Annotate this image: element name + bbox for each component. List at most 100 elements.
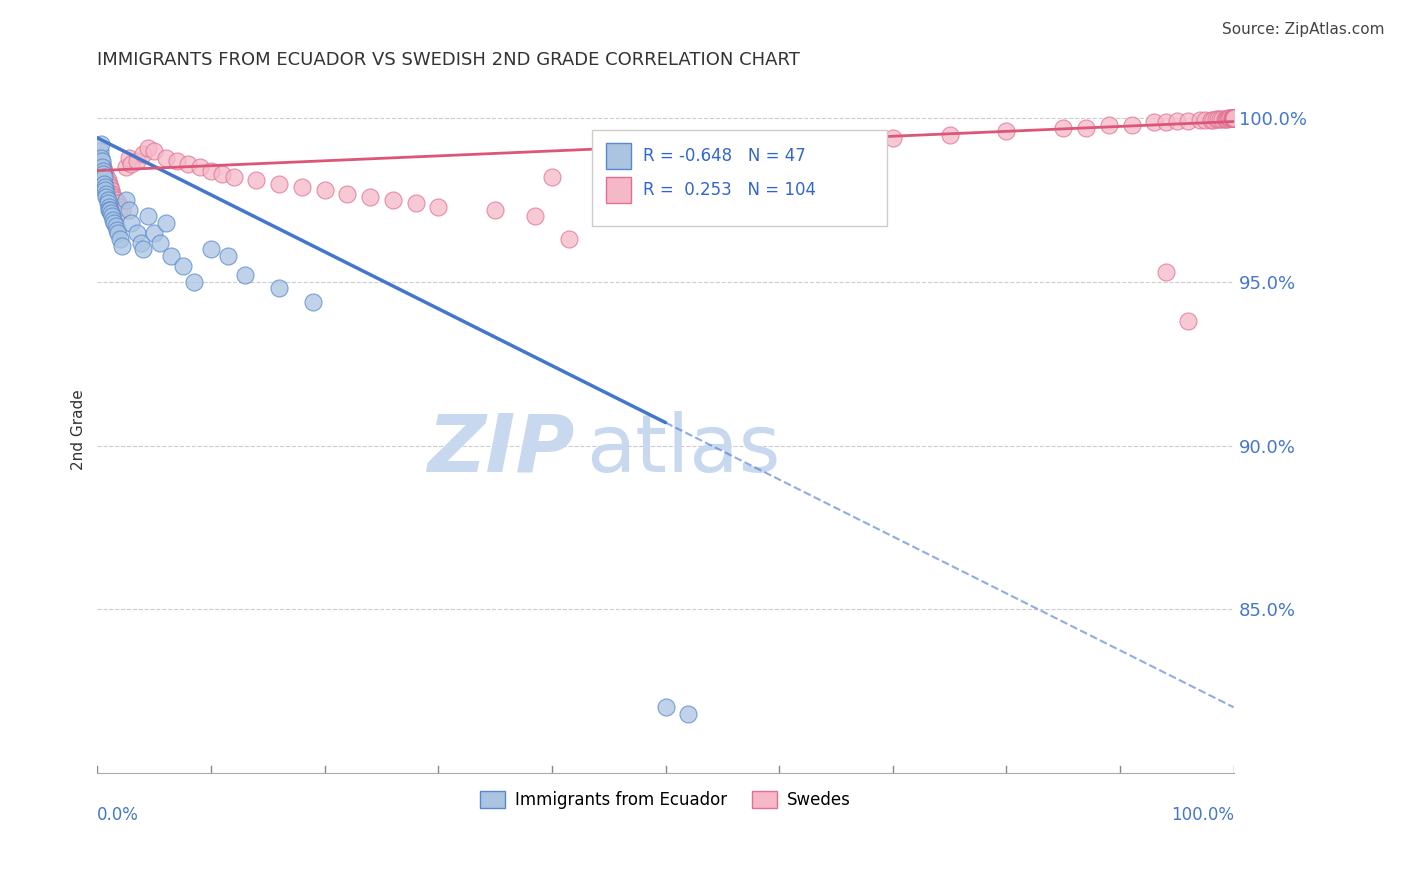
Point [97,173,120,187]
Point [1219,112,1241,126]
Point [96,170,118,185]
Text: Source: ZipAtlas.com: Source: ZipAtlas.com [1222,22,1385,37]
Point [91,167,114,181]
Point [96,173,118,187]
Point [654,700,676,714]
Point [938,128,960,142]
Point [654,157,676,171]
Point [1213,112,1236,126]
Point [89,151,111,165]
Point [100,183,122,197]
Point [405,196,427,211]
Point [114,161,136,175]
Point [91,163,114,178]
Point [103,190,125,204]
Point [138,141,160,155]
Point [114,193,136,207]
Point [1222,112,1244,126]
Point [1209,112,1232,126]
Point [97,180,120,194]
Text: 100.0%: 100.0% [1171,805,1234,823]
Point [103,212,125,227]
Text: R =  0.253   N = 104: R = 0.253 N = 104 [643,181,815,199]
Point [523,210,546,224]
Point [166,153,188,168]
Point [90,153,112,168]
Point [882,131,904,145]
FancyBboxPatch shape [606,177,631,203]
Point [90,157,112,171]
Point [93,167,115,181]
Point [105,222,128,236]
Point [129,235,152,250]
Point [104,193,127,207]
Point [108,200,131,214]
Point [97,196,120,211]
Point [90,137,112,152]
Point [1216,112,1239,126]
Point [160,249,183,263]
Text: R = -0.648   N = 47: R = -0.648 N = 47 [643,146,806,165]
Point [1222,112,1244,126]
Point [1216,112,1239,126]
Point [1218,112,1240,126]
Point [120,216,142,230]
Point [90,153,112,168]
Point [111,202,134,217]
Point [269,177,291,191]
Point [1222,112,1244,126]
Point [1199,112,1222,127]
Text: ZIP: ZIP [427,410,575,489]
Point [1222,112,1244,126]
Point [120,157,142,171]
Point [427,200,450,214]
Point [1202,112,1225,127]
Point [107,226,129,240]
Point [1166,113,1188,128]
Point [1154,265,1177,279]
Text: 0.0%: 0.0% [97,805,139,823]
Point [96,186,118,201]
Point [127,226,149,240]
Point [108,232,131,246]
Point [91,163,114,178]
Point [1220,112,1243,126]
Point [101,210,124,224]
Point [1052,121,1074,136]
Point [678,706,700,721]
Point [97,202,120,217]
Point [103,216,125,230]
Point [1222,112,1244,126]
Point [97,177,120,191]
Point [1074,121,1097,136]
Point [93,163,115,178]
Point [1098,118,1121,132]
Text: atlas: atlas [586,410,780,489]
Point [1177,314,1199,328]
Point [1222,112,1244,126]
Point [1222,112,1244,126]
Point [91,161,114,175]
Point [90,161,112,175]
Point [1220,112,1243,126]
Point [711,151,734,165]
Point [118,151,141,165]
Point [314,183,336,197]
Point [98,202,121,217]
Point [155,216,177,230]
Point [1205,112,1227,127]
Point [291,180,314,194]
Point [149,235,172,250]
Point [1121,118,1143,132]
Point [336,186,359,201]
FancyBboxPatch shape [592,130,887,227]
Point [97,193,120,207]
Point [105,196,128,211]
Point [172,259,194,273]
Point [211,167,233,181]
Point [118,202,141,217]
Point [1154,114,1177,128]
Point [155,151,177,165]
Point [1222,112,1244,126]
Point [825,137,848,152]
